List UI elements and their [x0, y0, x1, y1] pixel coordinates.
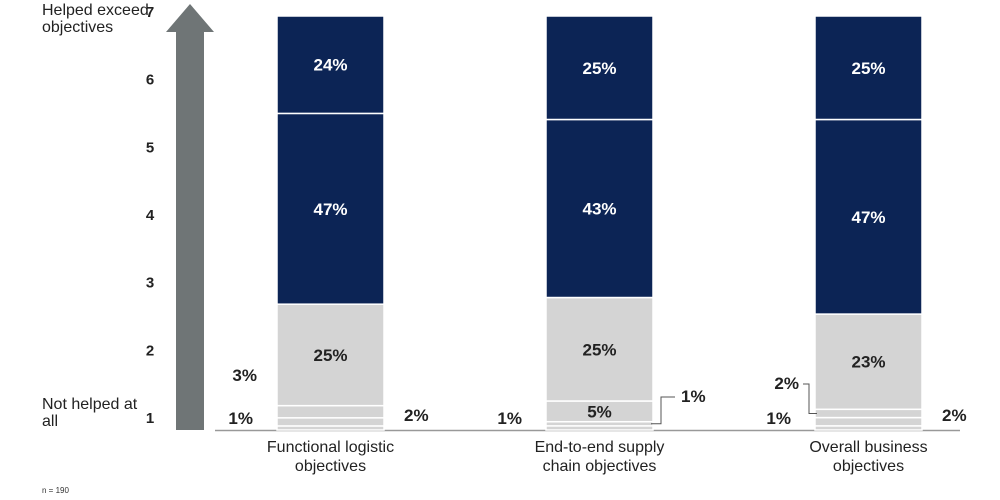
segment-value-label: 1% [497, 409, 522, 428]
category-label: objectives [295, 458, 366, 475]
segment-value-label: 25% [851, 59, 885, 78]
segment-value-label: 1% [681, 387, 706, 406]
bar-segment [814, 118, 923, 315]
segment-value-label: 2% [942, 406, 967, 425]
sample-size-footnote: n = 190 [42, 486, 69, 495]
category-label: objectives [833, 458, 904, 475]
label-leader-line [651, 396, 675, 425]
segment-value-label: 23% [851, 353, 885, 372]
scale-bottom-label: Not helped at all [42, 396, 138, 430]
y-tick-label: 6 [146, 72, 154, 89]
category-label: Overall business [809, 439, 927, 456]
bar-segment [276, 417, 385, 427]
y-tick-label: 7 [146, 4, 154, 21]
segment-value-label: 47% [851, 208, 885, 227]
category-label: chain objectives [543, 458, 657, 475]
category-label: Functional logistic [267, 439, 394, 456]
bar-segment [814, 15, 923, 121]
bar-segment [276, 15, 385, 115]
bar-segment [545, 296, 654, 402]
segment-value-label: 2% [774, 374, 799, 393]
segment-value-label: 25% [313, 346, 347, 365]
bar-segment [814, 313, 923, 411]
segment-value-label: 25% [582, 340, 616, 359]
segment-value-label: 47% [313, 200, 347, 219]
bar-segment [276, 404, 385, 419]
label-leader-line [803, 383, 817, 414]
bar-segment [545, 118, 654, 299]
bar-segment [545, 15, 654, 121]
y-tick-label: 3 [146, 275, 154, 292]
segment-value-label: 25% [582, 59, 616, 78]
bar-segment [814, 408, 923, 419]
y-tick-label: 4 [146, 207, 155, 224]
y-tick-label: 1 [146, 410, 154, 427]
segment-value-label: 1% [766, 409, 791, 428]
y-tick-label: 5 [146, 139, 154, 156]
category-label: End-to-end supply [535, 439, 665, 456]
segment-value-label: 5% [587, 402, 612, 421]
scale-top-label: Helped exceed objectives [42, 2, 149, 36]
scale-arrow [166, 4, 214, 430]
bar-segment [814, 416, 923, 427]
segment-value-label: 2% [404, 406, 429, 425]
segment-value-label: 24% [313, 56, 347, 75]
y-tick-label: 2 [146, 342, 154, 359]
segment-value-label: 3% [232, 366, 257, 385]
segment-value-label: 43% [582, 200, 616, 219]
bar-segment [276, 112, 385, 305]
segment-value-label: 1% [228, 409, 253, 428]
